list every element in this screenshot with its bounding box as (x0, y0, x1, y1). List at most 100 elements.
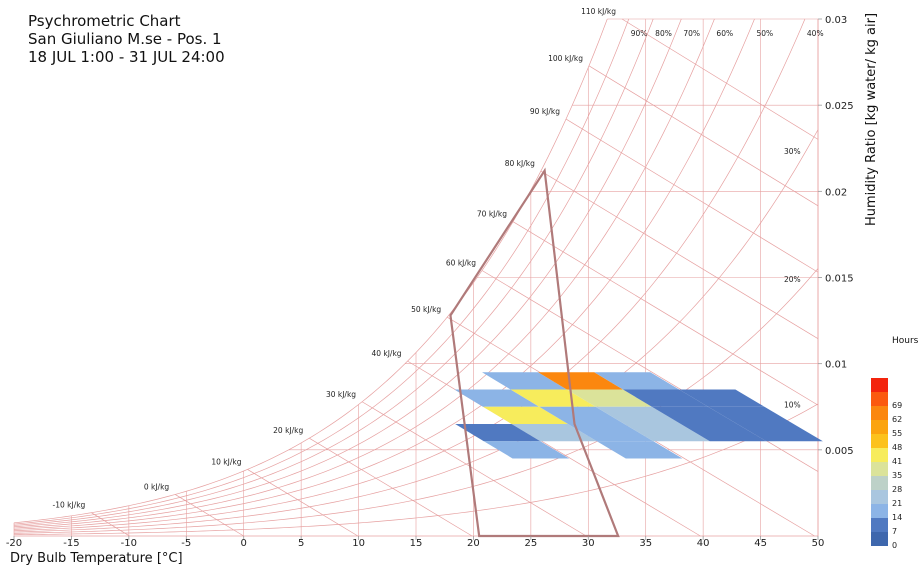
x-tick-label: 15 (410, 538, 423, 549)
y-tick-label: 0.03 (825, 15, 847, 26)
heatmap-cell (622, 389, 709, 407)
comfort-zone-outline (449, 167, 620, 538)
legend-label: 21 (892, 499, 902, 508)
comfort-zone (449, 167, 620, 538)
legend-label: 55 (892, 429, 902, 438)
heatmap-cell (737, 423, 823, 442)
enthalpy-line-80 (540, 170, 819, 339)
enthalpy-line-label: 30 kJ/kg (326, 390, 356, 399)
heatmap-cell (483, 441, 570, 459)
heatmap-cell (482, 406, 568, 424)
enthalpy-line-20 (309, 437, 473, 537)
rh-curve-label: 60% (716, 29, 733, 38)
rh-curve-70 (13, 18, 682, 528)
legend-title: Hours (892, 336, 919, 346)
heatmap-cell (624, 423, 710, 442)
chart-title-block: Psychrometric Chart San Giuliano M.se - … (28, 12, 225, 66)
legend-swatch (871, 420, 888, 434)
rh-curve-40 (13, 18, 806, 532)
heatmap-cell (482, 372, 567, 390)
heatmap-cell (567, 423, 654, 442)
enthalpy-line-label: 100 kJ/kg (548, 54, 583, 63)
chart-subtitle-location: San Giuliano M.se - Pos. 1 (28, 30, 222, 48)
rh-curve-label: 50% (756, 29, 773, 38)
heatmap-cell (679, 389, 765, 407)
y-tick-label: 0.015 (825, 274, 854, 285)
x-tick-label: 45 (754, 538, 767, 549)
x-tick-label: -10 (121, 538, 137, 549)
chart-grid (13, 18, 819, 537)
legend-label: 14 (892, 513, 902, 522)
rh-curve-label: 40% (807, 29, 824, 38)
x-tick-label: 0 (241, 538, 247, 549)
x-axis-ticks: -20 -15 -10 -5 0 5 10 15 20 25 30 35 40 45 50 (6, 536, 824, 549)
heatmap-cell (455, 423, 541, 442)
enthalpy-line-label: -10 kJ/kg (53, 501, 86, 510)
y-tick-label: 0.025 (825, 101, 854, 112)
heatmap-cell (651, 406, 738, 424)
heatmap-cell (454, 389, 540, 407)
y-tick-label: 0.005 (825, 446, 854, 457)
legend-swatch (871, 490, 888, 504)
rh-curve-80 (13, 18, 654, 526)
enthalpy-line-label: 20 kJ/kg (273, 426, 303, 435)
enthalpy-line-label: 50 kJ/kg (411, 305, 441, 314)
x-tick-label: 25 (524, 538, 537, 549)
heatmap-cell (708, 406, 794, 424)
x-tick-label: 10 (352, 538, 365, 549)
legend-swatch (871, 392, 888, 406)
legend-label: 69 (892, 401, 902, 410)
rh-curve-label: 10% (784, 401, 801, 410)
enthalpy-line-label: 90 kJ/kg (530, 107, 560, 116)
x-tick-label: 20 (467, 538, 480, 549)
x-tick-label: 5 (298, 538, 304, 549)
enthalpy-line--10 (91, 512, 130, 537)
legend-label: 7 (892, 527, 897, 536)
heatmap-cell (596, 441, 683, 459)
rh-curve-label: 70% (683, 29, 700, 38)
legend-swatch (871, 532, 888, 546)
heatmap-cell (539, 406, 625, 424)
y-tick-label: 0.02 (825, 187, 847, 198)
heatmap-cell (538, 372, 623, 390)
x-tick-label: -15 (63, 538, 79, 549)
chart-title: Psychrometric Chart (28, 12, 181, 30)
legend-swatch (871, 448, 888, 462)
legend-label: 62 (892, 415, 902, 424)
heatmap-cell (510, 389, 596, 407)
enthalpy-line-label: 0 kJ/kg (144, 482, 170, 491)
rh-curve-100 (13, 18, 608, 524)
enthalpy-line-100 (588, 65, 819, 207)
rh-curve-10 (13, 403, 819, 536)
enthalpy-line-90 (565, 118, 819, 273)
relative-humidity-curves: 10% 20% 30% 40% 50% 60% 70% 80% 90% (13, 18, 824, 536)
enthalpy-line-label: 10 kJ/kg (211, 457, 241, 466)
legend-label: 28 (892, 485, 902, 494)
x-tick-label: 35 (639, 538, 652, 549)
heatmap-cell (680, 423, 767, 442)
legend-swatch (871, 476, 888, 490)
rh-curve-label: 20% (784, 275, 801, 284)
enthalpy-line-label: 70 kJ/kg (477, 210, 507, 219)
rh-curve-90 (13, 18, 630, 525)
x-tick-label: -5 (181, 538, 191, 549)
heatmap-cell (511, 423, 597, 442)
legend-swatch (871, 378, 888, 392)
x-axis-label: Dry Bulb Temperature [°C] (10, 551, 183, 566)
rh-curve-label: 30% (784, 147, 801, 156)
heatmap-cell (566, 389, 652, 407)
legend-label: 48 (892, 443, 902, 452)
rh-curve-label: 90% (631, 29, 648, 38)
enthalpy-line-10 (247, 469, 359, 537)
enthalpy-line-110 (621, 18, 819, 140)
y-axis-ticks: 0.005 0.01 0.015 0.02 0.025 0.03 (818, 15, 854, 457)
enthalpy-line-70 (512, 221, 819, 406)
legend-swatch (871, 462, 888, 476)
x-tick-label: -20 (6, 538, 22, 549)
enthalpy-line-label: 80 kJ/kg (505, 159, 535, 168)
rh-curve-60 (13, 18, 715, 529)
enthalpy-line-label: 110 kJ/kg (581, 7, 616, 16)
legend-label: 41 (892, 457, 902, 466)
y-tick-label: 0.01 (825, 360, 847, 371)
